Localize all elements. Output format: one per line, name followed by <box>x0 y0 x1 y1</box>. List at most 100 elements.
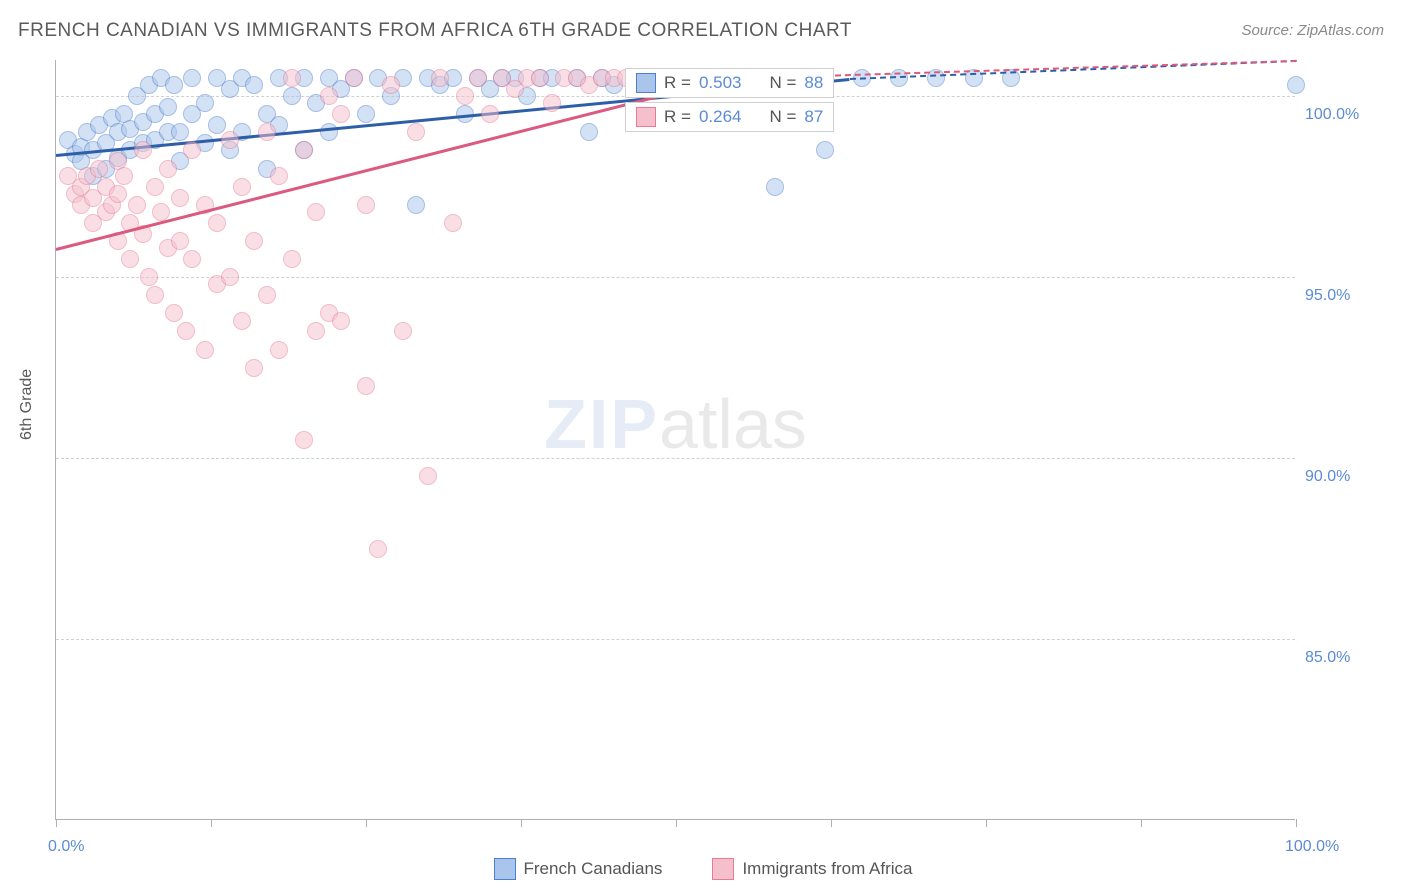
stat-swatch <box>636 73 656 93</box>
x-tick-label: 0.0% <box>48 838 84 856</box>
x-tick-label: 100.0% <box>1285 838 1339 856</box>
x-tick <box>211 819 212 827</box>
legend-item-series1: French Canadians <box>494 858 663 880</box>
y-tick-label: 95.0% <box>1305 287 1350 305</box>
y-tick-label: 85.0% <box>1305 649 1350 667</box>
scatter-point <box>245 76 263 94</box>
x-tick <box>56 819 57 827</box>
scatter-point <box>1287 76 1305 94</box>
scatter-point <box>407 123 425 141</box>
scatter-point <box>320 123 338 141</box>
scatter-point <box>115 167 133 185</box>
scatter-point <box>444 214 462 232</box>
scatter-point <box>140 268 158 286</box>
x-tick <box>1296 819 1297 827</box>
scatter-point <box>90 160 108 178</box>
gridline-h <box>56 639 1295 640</box>
legend-label-series2: Immigrants from Africa <box>742 859 912 879</box>
stat-r-label: R = <box>664 107 691 127</box>
stat-n-value: 88 <box>804 73 823 93</box>
scatter-point <box>146 286 164 304</box>
scatter-point <box>345 69 363 87</box>
scatter-point <box>221 131 239 149</box>
scatter-point <box>295 431 313 449</box>
scatter-point <box>196 341 214 359</box>
scatter-point <box>357 377 375 395</box>
scatter-point <box>531 69 549 87</box>
x-tick <box>676 819 677 827</box>
scatter-point <box>469 69 487 87</box>
scatter-point <box>816 141 834 159</box>
scatter-point <box>109 185 127 203</box>
scatter-point <box>171 189 189 207</box>
scatter-point <box>171 232 189 250</box>
x-tick <box>831 819 832 827</box>
chart-title: FRENCH CANADIAN VS IMMIGRANTS FROM AFRIC… <box>18 20 852 42</box>
scatter-point <box>357 196 375 214</box>
scatter-plot-area: ZIPatlas <box>55 60 1295 820</box>
scatter-point <box>307 203 325 221</box>
scatter-point <box>431 69 449 87</box>
scatter-point <box>580 123 598 141</box>
scatter-point <box>159 160 177 178</box>
y-tick-label: 90.0% <box>1305 468 1350 486</box>
scatter-point <box>369 540 387 558</box>
scatter-point <box>245 359 263 377</box>
stat-swatch <box>636 107 656 127</box>
scatter-point <box>183 141 201 159</box>
scatter-point <box>766 178 784 196</box>
x-tick <box>521 819 522 827</box>
legend-label-series1: French Canadians <box>524 859 663 879</box>
stat-r-label: R = <box>664 73 691 93</box>
chart-legend: French Canadians Immigrants from Africa <box>0 858 1406 880</box>
scatter-point <box>233 178 251 196</box>
stat-n-label: N = <box>769 73 796 93</box>
scatter-point <box>128 196 146 214</box>
scatter-point <box>134 141 152 159</box>
scatter-point <box>171 123 189 141</box>
legend-swatch-series2 <box>712 858 734 880</box>
scatter-point <box>152 203 170 221</box>
scatter-point <box>332 312 350 330</box>
scatter-point <box>543 94 561 112</box>
scatter-point <box>481 105 499 123</box>
scatter-point <box>382 76 400 94</box>
stat-n-value: 87 <box>804 107 823 127</box>
scatter-point <box>456 87 474 105</box>
scatter-point <box>258 286 276 304</box>
scatter-point <box>121 250 139 268</box>
scatter-point <box>165 76 183 94</box>
scatter-point <box>283 69 301 87</box>
scatter-point <box>196 94 214 112</box>
scatter-point <box>307 322 325 340</box>
scatter-point <box>159 98 177 116</box>
source-attribution: Source: ZipAtlas.com <box>1241 22 1384 39</box>
stat-r-value: 0.503 <box>699 73 742 93</box>
scatter-point <box>183 250 201 268</box>
watermark-part2: atlas <box>659 385 807 463</box>
watermark-part1: ZIP <box>544 385 659 463</box>
scatter-point <box>394 322 412 340</box>
legend-item-series2: Immigrants from Africa <box>712 858 912 880</box>
scatter-point <box>208 214 226 232</box>
scatter-point <box>270 167 288 185</box>
scatter-point <box>221 268 239 286</box>
watermark-logo: ZIPatlas <box>544 384 807 464</box>
scatter-point <box>320 87 338 105</box>
scatter-point <box>283 250 301 268</box>
scatter-point <box>258 123 276 141</box>
scatter-point <box>407 196 425 214</box>
y-axis-label: 6th Grade <box>18 369 36 440</box>
scatter-point <box>332 105 350 123</box>
scatter-point <box>295 141 313 159</box>
scatter-point <box>233 312 251 330</box>
scatter-point <box>357 105 375 123</box>
scatter-point <box>245 232 263 250</box>
scatter-point <box>177 322 195 340</box>
scatter-point <box>270 341 288 359</box>
stat-r-value: 0.264 <box>699 107 742 127</box>
x-tick <box>366 819 367 827</box>
scatter-point <box>183 69 201 87</box>
gridline-h <box>56 277 1295 278</box>
legend-swatch-series1 <box>494 858 516 880</box>
